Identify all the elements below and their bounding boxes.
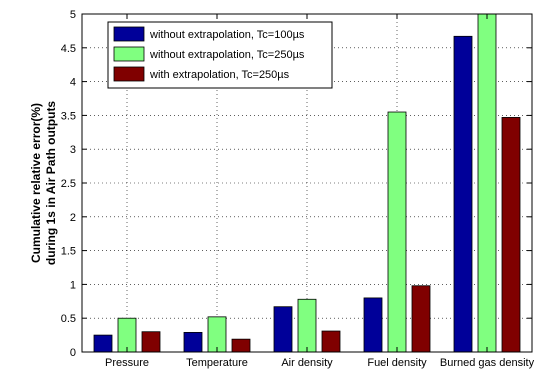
bar <box>453 35 473 353</box>
y-tick-label: 2 <box>70 212 76 224</box>
bar <box>297 298 317 353</box>
y-tick-label: 3 <box>70 144 76 156</box>
x-tick-label: Temperature <box>186 357 248 369</box>
bar <box>273 306 293 353</box>
bar <box>363 297 383 353</box>
legend-swatch <box>113 66 145 82</box>
legend-swatch <box>113 46 145 62</box>
y-tick-label: 1.5 <box>61 246 76 258</box>
legend-label: with extrapolation, Tc=250µs <box>149 69 290 81</box>
y-tick-label: 4.5 <box>61 43 76 55</box>
bar <box>321 330 341 353</box>
y-tick-label: 0 <box>70 347 76 359</box>
legend-label: without extrapolation, Tc=250µs <box>149 49 305 61</box>
y-tick-label: 4 <box>70 77 76 89</box>
bar <box>231 338 251 353</box>
x-tick-label: Fuel density <box>367 357 427 369</box>
y-tick-label: 0.5 <box>61 313 76 325</box>
bar <box>501 117 521 353</box>
x-tick-label: Pressure <box>105 357 149 369</box>
legend-swatch <box>113 26 145 42</box>
bar <box>141 331 161 353</box>
legend-box <box>107 21 333 89</box>
y-axis-title-line: during 1s in Air Path outputs <box>44 101 58 266</box>
x-axis-ticks: Pressure Temperature Air density Fuel densi… <box>105 14 535 369</box>
legend: without extrapolation, Tc=100µs without e… <box>107 21 333 89</box>
y-axis-title-line: Cumulative relative error(%) <box>29 103 43 263</box>
y-axis-title: Cumulative relative error(%) during 1s in… <box>29 101 58 266</box>
bar <box>477 13 497 353</box>
y-axis-ticks: 0 0.5 1 1.5 2 2.5 3 3.5 4 4.5 5 <box>61 9 532 359</box>
bars <box>93 13 521 353</box>
legend-label: without extrapolation, Tc=100µs <box>149 29 305 41</box>
y-tick-label: 5 <box>70 9 76 21</box>
x-tick-label: Burned gas density <box>440 357 535 369</box>
bar <box>93 334 113 353</box>
bar <box>183 331 203 353</box>
x-tick-label: Air density <box>281 357 333 369</box>
y-tick-label: 3.5 <box>61 110 76 122</box>
bar <box>117 317 137 353</box>
y-tick-label: 1 <box>70 279 76 291</box>
y-tick-label: 2.5 <box>61 178 76 190</box>
bar <box>411 285 431 353</box>
bar <box>207 316 227 353</box>
bar <box>387 111 407 353</box>
